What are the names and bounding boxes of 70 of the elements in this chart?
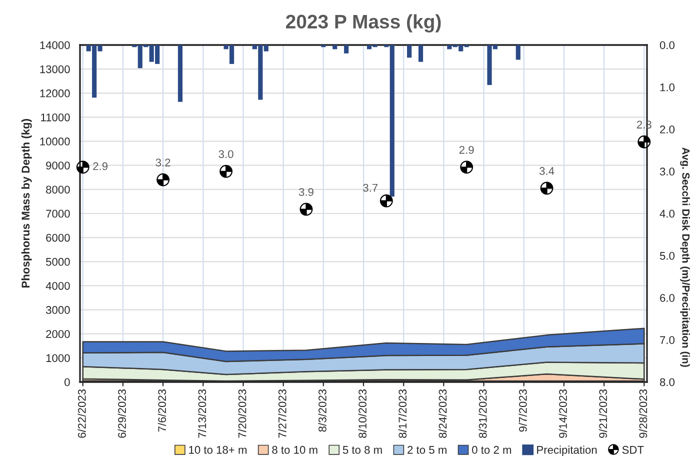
y-tick-label: 0 bbox=[64, 378, 70, 386]
legend-label: Precipitation bbox=[537, 446, 597, 456]
y-tick-label: 13000 bbox=[40, 65, 70, 74]
y-tick-label: 5000 bbox=[46, 258, 70, 266]
x-tick-label: 8/17/2023 bbox=[398, 389, 407, 438]
point bbox=[76, 160, 90, 174]
point bbox=[380, 194, 393, 208]
point bbox=[220, 164, 233, 178]
y-tick-label: 12000 bbox=[40, 89, 70, 98]
x-tick-label: 9/28/2023 bbox=[638, 389, 648, 438]
x-tick-label: 9/21/2023 bbox=[598, 389, 608, 438]
data-label: 3.0 bbox=[218, 150, 234, 158]
y-tick-label: 11000 bbox=[41, 113, 70, 122]
x-tick-label: 8/24/2023 bbox=[438, 389, 447, 438]
y-tick-label: 6000 bbox=[46, 234, 70, 242]
y-tick-label: 3000 bbox=[46, 306, 70, 314]
x-tick-label: 9/14/2023 bbox=[558, 389, 567, 438]
y2-tick-label: 4.0 bbox=[660, 210, 675, 218]
y2-tick-label: 3.0 bbox=[660, 168, 675, 176]
x-tick-label: 6/29/2023 bbox=[118, 389, 126, 438]
y2-tick-label: 7.0 bbox=[660, 336, 675, 344]
y-tick-label: 10000 bbox=[40, 138, 70, 146]
bar bbox=[344, 45, 349, 54]
y-axis-title: Phosphorus Mass by Depth (kg) bbox=[21, 119, 32, 288]
x-tick-label: 7/6/2023 bbox=[158, 389, 166, 432]
point bbox=[460, 160, 474, 174]
data-label: 3.2 bbox=[156, 158, 170, 166]
x-tick-label: 8/10/2023 bbox=[358, 389, 366, 438]
y2-axis-title: Avg. Secchi Disk Depth (m)/Precipitation (in) bbox=[680, 148, 690, 367]
legend-label: 5 to 8 m bbox=[342, 446, 382, 454]
bar bbox=[178, 45, 183, 102]
y2-tick-label: 2.0 bbox=[660, 126, 675, 134]
x-tick-label: 7/20/2023 bbox=[238, 389, 246, 438]
data-label: 2.9 bbox=[93, 162, 108, 170]
y2-tick-label: 0.0 bbox=[660, 41, 675, 50]
y2-tick-label: 1.0 bbox=[660, 83, 675, 92]
chart-title: 2023 P Mass (kg) bbox=[286, 14, 441, 32]
x-tick-label: 7/27/2023 bbox=[278, 389, 286, 438]
point bbox=[540, 182, 554, 195]
x-tick-label: 9/7/2023 bbox=[518, 389, 527, 432]
legend-label: 0 to 2 m bbox=[472, 446, 512, 454]
bar bbox=[418, 45, 424, 62]
data-label: 2.9 bbox=[459, 146, 474, 154]
legend-label: 2 to 5 m bbox=[408, 446, 446, 454]
x-tick-label: 6/22/2023 bbox=[78, 389, 86, 438]
y-tick-label: 14000 bbox=[40, 41, 70, 50]
point bbox=[156, 173, 170, 186]
bar bbox=[407, 45, 412, 58]
y-tick-label: 1000 bbox=[46, 354, 70, 362]
y2-tick-label: 6.0 bbox=[660, 294, 675, 302]
point bbox=[638, 135, 651, 148]
data-label: 3.9 bbox=[298, 188, 314, 196]
y-tick-label: 7000 bbox=[46, 210, 70, 218]
x-tick-label: 8/31/2023 bbox=[478, 389, 487, 438]
x-tick-label: 7/13/2023 bbox=[198, 389, 206, 438]
bar bbox=[516, 45, 520, 60]
legend-label: 8 to 10 m bbox=[272, 446, 318, 454]
legend-label: 10 to 18+ m bbox=[189, 446, 247, 454]
bar bbox=[332, 45, 338, 50]
y-tick-label: 8000 bbox=[46, 186, 70, 194]
y-tick-label: 9000 bbox=[46, 162, 70, 170]
data-label: 3.4 bbox=[539, 167, 554, 175]
legend-label: SDT bbox=[622, 446, 644, 454]
data-label: 3.7 bbox=[363, 184, 378, 192]
point bbox=[300, 202, 313, 216]
y2-tick-label: 5.0 bbox=[660, 252, 675, 260]
x-tick-label: 8/3/2023 bbox=[318, 389, 326, 432]
y-tick-label: 2000 bbox=[46, 330, 70, 338]
y-tick-label: 4000 bbox=[46, 282, 70, 290]
y2-tick-label: 8.0 bbox=[660, 378, 675, 386]
